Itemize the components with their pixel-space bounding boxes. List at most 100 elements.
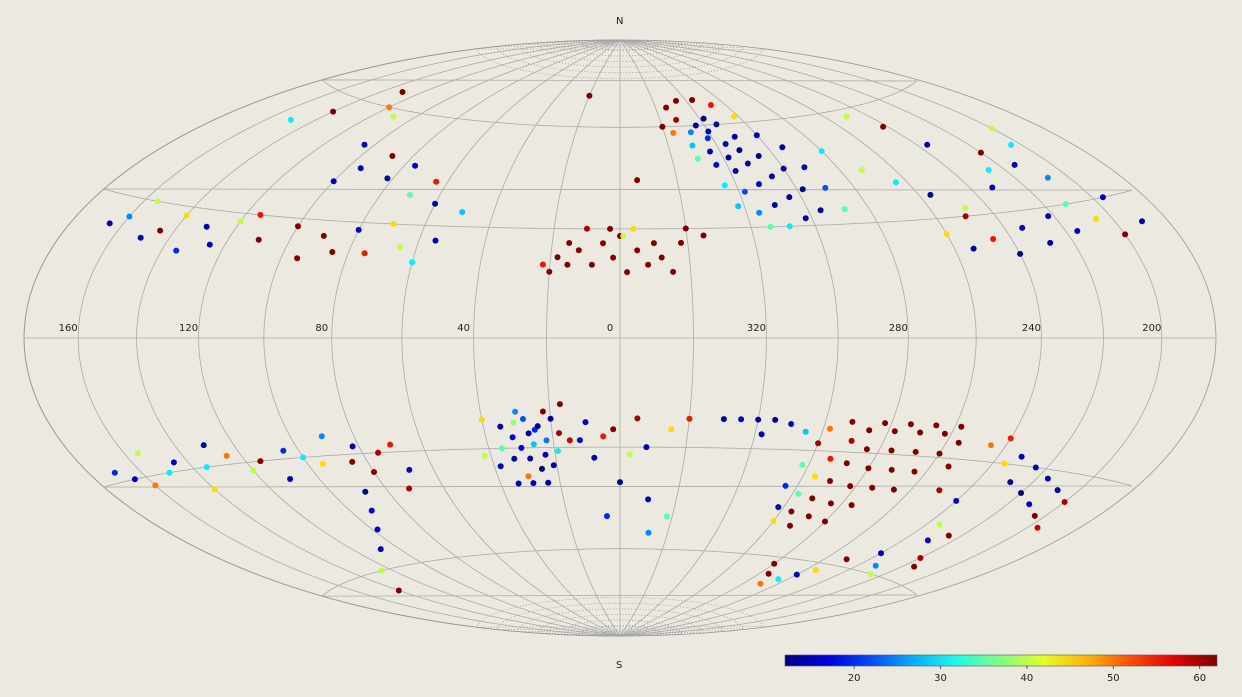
colorbar-tick-label: 20 xyxy=(848,673,861,684)
data-point xyxy=(1001,460,1008,467)
data-point xyxy=(958,423,965,430)
data-point xyxy=(203,223,210,230)
data-point xyxy=(255,236,262,243)
data-point xyxy=(582,419,589,426)
data-point xyxy=(1044,174,1051,181)
data-point xyxy=(357,165,364,172)
data-point xyxy=(953,497,960,504)
data-point xyxy=(1017,250,1024,257)
data-point xyxy=(917,555,924,561)
data-point xyxy=(658,254,665,261)
data-point xyxy=(1018,453,1025,460)
data-point xyxy=(645,496,652,503)
data-point xyxy=(779,144,786,151)
data-point xyxy=(634,247,641,254)
data-point xyxy=(663,104,670,111)
data-point xyxy=(497,423,504,430)
data-point xyxy=(520,416,526,422)
data-point xyxy=(936,521,943,528)
data-point xyxy=(721,182,728,189)
data-point xyxy=(977,149,984,156)
data-point xyxy=(624,269,631,276)
data-point xyxy=(361,250,368,257)
data-point xyxy=(673,116,680,123)
data-point xyxy=(985,167,992,173)
data-point xyxy=(738,416,745,423)
data-point xyxy=(782,482,789,489)
data-point xyxy=(827,500,834,507)
longitude-line xyxy=(546,39,621,637)
data-point xyxy=(812,567,819,573)
data-point xyxy=(866,427,873,434)
data-point xyxy=(713,121,720,128)
data-point xyxy=(564,261,571,268)
data-point xyxy=(736,147,743,154)
data-point xyxy=(539,408,546,415)
data-point xyxy=(758,431,765,438)
data-point xyxy=(604,513,610,520)
data-point xyxy=(924,141,931,148)
data-point xyxy=(634,177,641,184)
data-point xyxy=(542,451,549,458)
data-point xyxy=(694,155,701,162)
data-point xyxy=(586,92,593,99)
longitude-line xyxy=(619,39,909,637)
data-point xyxy=(878,550,884,557)
data-point xyxy=(793,571,800,578)
data-point xyxy=(287,116,294,123)
data-point xyxy=(786,194,793,201)
data-point xyxy=(888,447,895,454)
data-point xyxy=(707,148,713,155)
data-point xyxy=(645,261,652,268)
data-point xyxy=(257,211,264,218)
data-point xyxy=(735,203,742,210)
data-point xyxy=(943,231,950,237)
data-point xyxy=(566,437,573,444)
colorbar-tick-label: 50 xyxy=(1107,673,1120,684)
data-point xyxy=(432,237,439,244)
data-point xyxy=(713,161,720,168)
data-point xyxy=(515,480,522,487)
data-point xyxy=(389,153,396,159)
data-point xyxy=(911,563,918,570)
data-point xyxy=(534,423,541,430)
data-point xyxy=(775,576,782,583)
data-point xyxy=(319,460,326,467)
data-point xyxy=(1007,479,1014,486)
data-point xyxy=(183,212,190,219)
data-point xyxy=(1031,512,1038,519)
colorbar-tick-label: 60 xyxy=(1193,673,1206,684)
longitude-line xyxy=(331,39,621,637)
data-point xyxy=(962,213,969,220)
data-point xyxy=(822,518,828,525)
data-point xyxy=(530,441,537,448)
data-point xyxy=(295,223,301,230)
data-point xyxy=(387,441,394,448)
data-point xyxy=(525,473,532,480)
data-point xyxy=(848,502,855,509)
longitude-tick-label: 160 xyxy=(59,323,78,334)
data-point xyxy=(700,115,707,122)
data-point xyxy=(349,443,356,450)
data-point xyxy=(917,429,924,436)
data-point xyxy=(988,125,995,132)
data-point xyxy=(157,227,164,234)
data-point xyxy=(607,225,614,232)
longitude-tick-label: 120 xyxy=(179,323,198,334)
data-point xyxy=(1008,141,1015,148)
data-point xyxy=(890,486,897,493)
data-point xyxy=(237,218,244,225)
data-point xyxy=(770,518,777,524)
data-point xyxy=(1061,499,1068,505)
data-point xyxy=(771,202,778,208)
data-point xyxy=(827,478,833,484)
data-point xyxy=(509,434,516,441)
data-point xyxy=(1011,161,1018,168)
longitude-line xyxy=(77,39,621,637)
data-point xyxy=(329,249,336,255)
data-point xyxy=(432,200,439,207)
data-point xyxy=(1099,194,1106,201)
data-point xyxy=(865,465,872,472)
data-point xyxy=(843,113,850,120)
